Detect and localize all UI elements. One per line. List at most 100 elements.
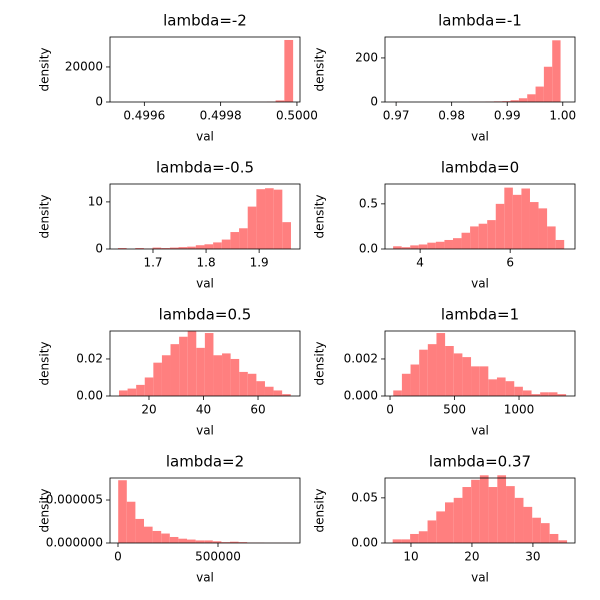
bar (239, 371, 248, 396)
subplot: 20 40 60 0.00 0.02 lambda=0.5 val density (38, 306, 301, 438)
bar (453, 497, 463, 543)
bar (187, 539, 196, 543)
bar (555, 239, 565, 249)
bar (505, 381, 515, 396)
subplot: 0.4996 0.4998 0.5000 0 20000 lambda=-2 val dens… (38, 12, 318, 144)
x-tick-label: 6 (506, 256, 514, 270)
bar (518, 98, 528, 102)
bar (502, 101, 511, 102)
x-tick-label: 0.5000 (276, 109, 318, 123)
bar (514, 497, 524, 543)
x-tick-label: 1000 (504, 403, 535, 417)
y-tick-label: 0 (370, 95, 378, 109)
subplot-title: lambda=0 (441, 159, 519, 177)
bar (531, 394, 541, 396)
x-tick-label: 1.9 (250, 256, 269, 270)
bar (178, 538, 187, 543)
x-tick-label: 0 (114, 550, 122, 564)
bar (393, 390, 402, 396)
y-tick-label: 0 (95, 95, 103, 109)
y-axis-label: density (38, 489, 52, 533)
bar (392, 539, 402, 543)
bar (275, 100, 285, 102)
y-tick-label: 0.000000 (46, 536, 103, 550)
subplot-title: lambda=2 (166, 453, 244, 471)
y-tick-label: 0.000005 (46, 493, 103, 507)
bar (488, 379, 497, 396)
subplot: 0 500000 0.000000 0.000005 lambda=2 val densit… (38, 453, 301, 585)
bar (230, 358, 240, 396)
bar (427, 242, 436, 249)
bar (238, 542, 248, 543)
bar (195, 245, 205, 249)
bar (187, 246, 196, 249)
bar (153, 362, 162, 396)
bar (401, 373, 411, 396)
x-tick-label: 1.7 (143, 256, 162, 270)
x-tick-label: 4 (416, 256, 424, 270)
bar (247, 373, 257, 396)
y-tick-label: 0.002 (344, 351, 378, 365)
bar (161, 355, 171, 396)
bar (161, 248, 170, 249)
bar (512, 194, 522, 249)
bar (204, 540, 213, 543)
bar (135, 518, 144, 543)
x-tick-label: 500000 (195, 550, 241, 564)
bar (282, 394, 291, 396)
x-tick-label: 40 (196, 403, 211, 417)
bar (506, 486, 515, 543)
bar (212, 541, 222, 543)
bar (265, 188, 274, 249)
axes-frame (109, 330, 301, 397)
y-tick-label: 0.02 (76, 351, 103, 365)
bar (256, 189, 266, 249)
bar (540, 392, 549, 396)
bar (256, 381, 265, 396)
bar (393, 246, 402, 249)
axes-frame (109, 183, 301, 250)
x-tick-label: 20 (464, 550, 479, 564)
x-axis-label: val (471, 130, 489, 144)
subplot-title: lambda=-2 (163, 12, 247, 30)
bar (187, 331, 197, 396)
axes-frame (109, 477, 301, 544)
bar (118, 390, 128, 396)
axes-frame (384, 183, 576, 250)
bar (401, 247, 411, 249)
y-tick-label: 0.00 (76, 389, 103, 403)
bar (136, 384, 145, 396)
bar (152, 247, 162, 249)
x-tick-label: 1.00 (549, 109, 576, 123)
bar (117, 248, 127, 249)
bar (195, 540, 205, 543)
bar (478, 223, 488, 249)
bar (135, 248, 144, 249)
x-tick-label: 60 (250, 403, 265, 417)
bar (543, 66, 553, 102)
y-tick-label: 10 (88, 194, 103, 208)
bar (239, 228, 248, 249)
x-axis-label: val (196, 571, 214, 585)
axes-frame (109, 36, 301, 103)
x-axis-label: val (196, 130, 214, 144)
bar (213, 355, 223, 396)
bar (510, 100, 519, 102)
subplot: 10 20 30 0.00 0.05 lambda=0.37 val density (313, 453, 576, 585)
bar (470, 226, 479, 249)
bar (535, 86, 544, 102)
axes-frame (384, 477, 576, 544)
y-axis-label: density (313, 195, 327, 239)
bar (204, 333, 214, 396)
bar (264, 386, 274, 396)
subplot-title: lambda=1 (441, 306, 519, 324)
bar (401, 539, 411, 543)
y-axis-label: density (38, 48, 52, 92)
bar (445, 346, 454, 396)
bar (178, 247, 188, 249)
bar (170, 344, 180, 396)
x-axis-label: val (196, 277, 214, 291)
bar (529, 202, 539, 249)
bar (127, 388, 137, 396)
